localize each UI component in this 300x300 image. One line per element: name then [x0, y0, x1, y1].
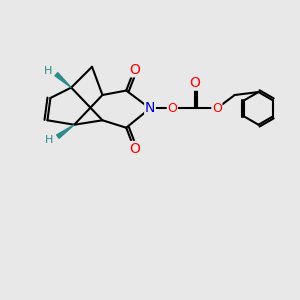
Text: O: O [167, 103, 177, 116]
Text: O: O [130, 63, 141, 77]
Polygon shape [57, 125, 74, 138]
Polygon shape [55, 73, 71, 88]
Text: N: N [145, 101, 155, 116]
Text: O: O [189, 76, 200, 90]
Text: H: H [45, 135, 54, 145]
Text: H: H [44, 66, 52, 76]
Text: O: O [212, 103, 222, 116]
Text: O: O [130, 142, 141, 155]
